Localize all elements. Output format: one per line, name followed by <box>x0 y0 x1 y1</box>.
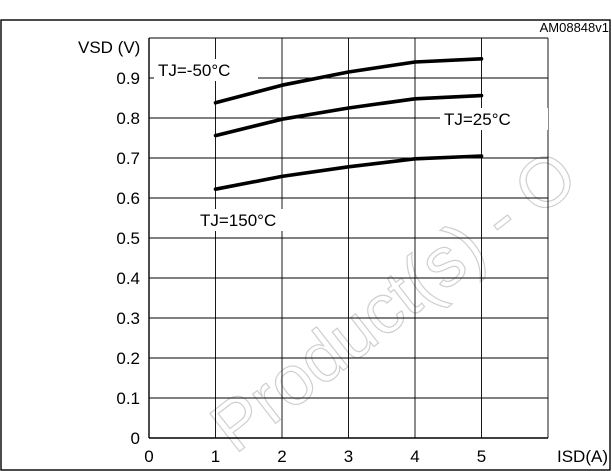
watermark-text: Product(s) - O <box>196 135 590 467</box>
series-label-1: TJ=25°C <box>444 110 511 129</box>
y-tick-label: 0.1 <box>116 389 140 408</box>
y-tick-label: 0.9 <box>116 69 140 88</box>
series-label-background <box>154 59 258 81</box>
series-label-2: TJ=150°C <box>200 211 276 230</box>
series-line-1 <box>213 93 484 138</box>
series-line-0 <box>213 56 484 105</box>
y-tick-label: 0.8 <box>116 109 140 128</box>
gridlines <box>149 37 549 438</box>
y-tick-label: 0.3 <box>116 309 140 328</box>
x-tick-label: 3 <box>344 447 353 466</box>
y-tick-label: 0.4 <box>116 269 140 288</box>
y-tick-label: 0.2 <box>116 349 140 368</box>
x-tick-label: 0 <box>144 447 153 466</box>
x-axis-title: ISD(A) <box>557 447 608 466</box>
axis-titles: VSD (V) ISD(A) <box>78 38 608 466</box>
x-tick-label: 1 <box>211 447 220 466</box>
y-tick-label: 0.6 <box>116 189 140 208</box>
series-label-background <box>196 209 304 231</box>
watermark: Product(s) - O <box>196 134 592 467</box>
series-line-2 <box>213 154 484 191</box>
series-labels: TJ=-50°C TJ=25°C TJ=150°C <box>154 59 548 231</box>
figure-frame <box>0 19 611 471</box>
x-tick-label: 2 <box>277 447 286 466</box>
y-tick-label: 0 <box>131 429 140 448</box>
x-tick-label: 4 <box>410 447 419 466</box>
x-tick-label: 5 <box>477 447 486 466</box>
series-label-0: TJ=-50°C <box>158 61 230 80</box>
series-label-background <box>440 108 548 130</box>
axes <box>148 38 548 439</box>
figure-code: AM08848v1 <box>540 20 609 35</box>
series-lines <box>213 56 484 191</box>
tick-labels: 0 0.1 0.2 0.3 0.4 0.5 0.6 0.7 0.8 0.9 0 1 2 3 4 5 <box>116 69 486 466</box>
y-tick-label: 0.5 <box>116 229 140 248</box>
y-tick-label: 0.7 <box>116 149 140 168</box>
y-axis-title: VSD (V) <box>78 38 140 57</box>
